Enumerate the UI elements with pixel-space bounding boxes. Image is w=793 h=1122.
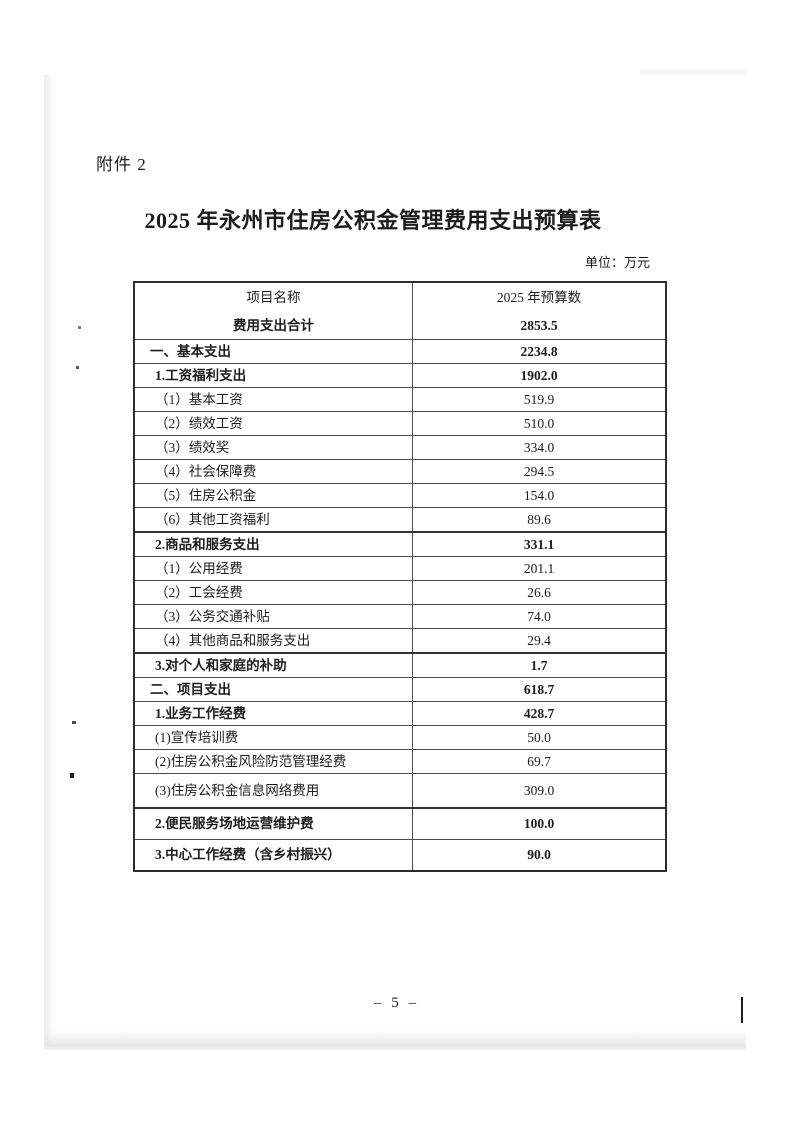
item-name-cell: （1）基本工资 xyxy=(135,388,413,411)
item-name-cell: （4）社会保障费 xyxy=(135,460,413,483)
scan-speck xyxy=(70,773,74,778)
budget-value-cell: 90.0 xyxy=(527,847,551,863)
table-row: 2.商品和服务支出 331.1 xyxy=(135,531,665,556)
budget-value-cell: 428.7 xyxy=(523,705,555,721)
item-name-cell: （5）住房公积金 xyxy=(135,484,413,507)
budget-value-cell: 26.6 xyxy=(527,584,551,600)
table-body: 费用支出合计 2853.5 一、基本支出 2234.8 1.工资福利支出 1902.0 （1… xyxy=(135,312,665,870)
table-row: 1.业务工作经费 428.7 xyxy=(135,701,665,725)
scan-edge-top-right xyxy=(640,70,746,78)
table-row: （3）绩效奖 334.0 xyxy=(135,435,665,459)
scan-edge-bottom xyxy=(44,1030,746,1050)
budget-value-cell: 519.9 xyxy=(523,391,555,407)
budget-value-cell: 2234.8 xyxy=(520,343,558,359)
budget-value-cell: 294.5 xyxy=(523,463,555,479)
budget-value-cell: 1.7 xyxy=(530,657,548,673)
page-title: 2025 年永州市住房公积金管理费用支出预算表 xyxy=(144,208,602,233)
item-name-cell: 2.商品和服务支出 xyxy=(135,533,413,556)
table-header-row: 项目名称 2025 年预算数 xyxy=(135,283,665,312)
scan-speck xyxy=(76,366,79,369)
budget-value-cell: 510.0 xyxy=(523,415,555,431)
item-name-cell: 二、项目支出 xyxy=(135,678,413,701)
item-name-cell: （3）公务交通补贴 xyxy=(135,605,413,628)
table-row: （4）其他商品和服务支出 29.4 xyxy=(135,628,665,652)
item-name-cell: （6）其他工资福利 xyxy=(135,508,413,531)
table-row: （6）其他工资福利 89.6 xyxy=(135,507,665,531)
budget-value-cell: 29.4 xyxy=(527,632,551,648)
table-row: 3.中心工作经费（含乡村振兴） 90.0 xyxy=(135,839,665,870)
table-row: (1)宣传培训费 50.0 xyxy=(135,725,665,749)
table-row: （1）公用经费 201.1 xyxy=(135,556,665,580)
budget-value-cell: 100.0 xyxy=(523,816,555,832)
scan-edge-left xyxy=(44,75,54,1050)
item-name-cell: 1.业务工作经费 xyxy=(135,702,413,725)
item-name-cell: （4）其他商品和服务支出 xyxy=(135,629,413,652)
table-row: 二、项目支出 618.7 xyxy=(135,677,665,701)
budget-value-cell: 201.1 xyxy=(523,560,555,576)
table-row: 1.工资福利支出 1902.0 xyxy=(135,363,665,387)
budget-value-cell: 309.0 xyxy=(523,782,555,798)
page-number: – 5 – xyxy=(374,995,419,1011)
scan-speck xyxy=(72,721,76,724)
table-row: （1）基本工资 519.9 xyxy=(135,387,665,411)
column-header-budget-2025: 2025 年预算数 xyxy=(496,289,582,305)
item-name-cell: 3.中心工作经费（含乡村振兴） xyxy=(135,840,413,870)
attachment-label: 附件 2 xyxy=(96,155,147,174)
item-name-cell: 1.工资福利支出 xyxy=(135,364,413,387)
budget-value-cell: 1902.0 xyxy=(520,367,558,383)
scan-line-artifact xyxy=(741,997,743,1023)
table-row: （3）公务交通补贴 74.0 xyxy=(135,604,665,628)
table-row: （4）社会保障费 294.5 xyxy=(135,459,665,483)
item-name-cell: （2）绩效工资 xyxy=(135,412,413,435)
item-name-cell: (3)住房公积金信息网络费用 xyxy=(135,774,413,807)
table-row: （2）绩效工资 510.0 xyxy=(135,411,665,435)
item-name-cell: 费用支出合计 xyxy=(135,312,413,339)
budget-value-cell: 89.6 xyxy=(527,511,551,527)
budget-value-cell: 618.7 xyxy=(523,681,555,697)
item-name-cell: (2)住房公积金风险防范管理经费 xyxy=(135,750,413,773)
table-row: (3)住房公积金信息网络费用 309.0 xyxy=(135,773,665,807)
table-row: (2)住房公积金风险防范管理经费 69.7 xyxy=(135,749,665,773)
scan-speck xyxy=(78,326,81,329)
table-row: 2.便民服务场地运营维护费 100.0 xyxy=(135,807,665,839)
unit-note: 单位：万元 xyxy=(584,255,650,270)
item-name-cell: 2.便民服务场地运营维护费 xyxy=(135,809,413,839)
column-header-item-name: 项目名称 xyxy=(135,283,413,312)
budget-value-cell: 69.7 xyxy=(527,753,551,769)
table-row: 3.对个人和家庭的补助 1.7 xyxy=(135,652,665,677)
table-row: （2）工会经费 26.6 xyxy=(135,580,665,604)
budget-value-cell: 331.1 xyxy=(523,536,555,552)
item-name-cell: （2）工会经费 xyxy=(135,581,413,604)
budget-value-cell: 154.0 xyxy=(523,487,555,503)
budget-value-cell: 50.0 xyxy=(527,729,551,745)
budget-table: 项目名称 2025 年预算数 费用支出合计 2853.5 一、基本支出 2234.8 1… xyxy=(133,281,667,872)
item-name-cell: 3.对个人和家庭的补助 xyxy=(135,654,413,677)
item-name-cell: （3）绩效奖 xyxy=(135,436,413,459)
table-row: 一、基本支出 2234.8 xyxy=(135,339,665,363)
table-row: 费用支出合计 2853.5 xyxy=(135,312,665,339)
budget-value-cell: 2853.5 xyxy=(520,317,558,333)
table-row: （5）住房公积金 154.0 xyxy=(135,483,665,507)
item-name-cell: (1)宣传培训费 xyxy=(135,726,413,749)
budget-value-cell: 334.0 xyxy=(523,439,555,455)
item-name-cell: 一、基本支出 xyxy=(135,340,413,363)
item-name-cell: （1）公用经费 xyxy=(135,557,413,580)
budget-value-cell: 74.0 xyxy=(527,608,551,624)
